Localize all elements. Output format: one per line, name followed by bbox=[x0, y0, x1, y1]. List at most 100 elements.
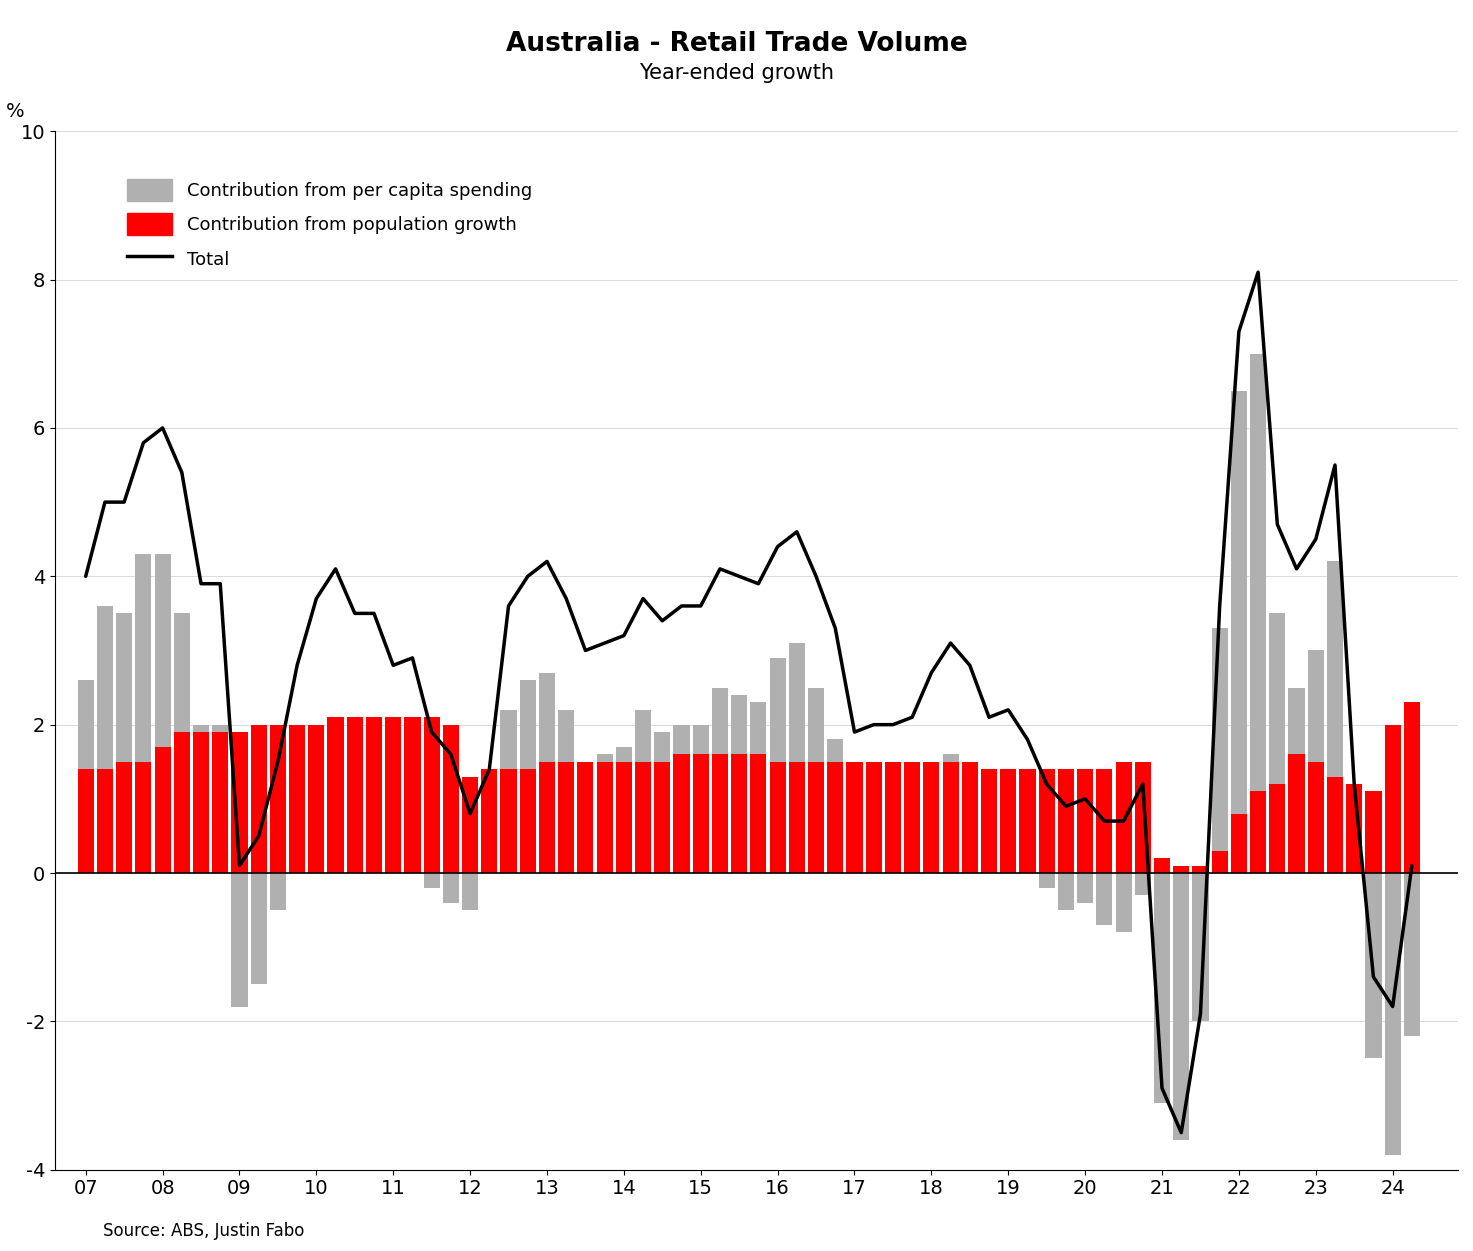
Bar bbox=[788, 643, 804, 873]
Bar bbox=[1077, 769, 1093, 873]
Text: Australia - Retail Trade Volume: Australia - Retail Trade Volume bbox=[505, 31, 968, 56]
Bar bbox=[384, 717, 401, 873]
Bar bbox=[443, 724, 460, 873]
Bar bbox=[1038, 769, 1055, 873]
Bar bbox=[1115, 873, 1131, 932]
Bar bbox=[847, 762, 863, 873]
Bar bbox=[1346, 784, 1363, 873]
Bar bbox=[1327, 562, 1343, 873]
Bar bbox=[692, 724, 709, 873]
Bar bbox=[78, 769, 94, 873]
Bar bbox=[731, 754, 747, 873]
Bar bbox=[981, 769, 997, 873]
Bar bbox=[539, 673, 555, 873]
Bar bbox=[1270, 613, 1286, 873]
Bar bbox=[809, 688, 823, 873]
Bar bbox=[405, 717, 420, 873]
Bar bbox=[1385, 873, 1401, 1155]
Bar bbox=[962, 762, 978, 873]
Bar bbox=[943, 754, 959, 873]
Bar bbox=[558, 762, 574, 873]
Bar bbox=[711, 754, 728, 873]
Bar bbox=[1289, 754, 1305, 873]
Bar bbox=[501, 769, 517, 873]
Bar bbox=[962, 777, 978, 873]
Bar bbox=[1365, 792, 1382, 873]
Bar bbox=[97, 605, 113, 873]
Bar bbox=[463, 873, 479, 911]
Bar bbox=[1000, 813, 1016, 873]
Bar bbox=[1308, 651, 1324, 873]
Bar bbox=[1058, 769, 1074, 873]
Bar bbox=[1404, 873, 1420, 1036]
Bar bbox=[1134, 762, 1150, 873]
Bar bbox=[174, 613, 190, 873]
Bar bbox=[1173, 873, 1189, 1140]
Bar bbox=[1077, 873, 1093, 903]
Bar bbox=[711, 688, 728, 873]
Bar bbox=[885, 762, 901, 873]
Text: %: % bbox=[6, 101, 25, 121]
Bar bbox=[1153, 873, 1170, 1103]
Bar bbox=[116, 762, 133, 873]
Bar bbox=[654, 732, 670, 873]
Bar bbox=[769, 658, 785, 873]
Bar bbox=[635, 762, 651, 873]
Bar bbox=[1096, 873, 1112, 924]
Bar bbox=[327, 724, 343, 873]
Bar bbox=[346, 717, 362, 873]
Bar bbox=[1212, 628, 1228, 873]
Bar bbox=[1058, 873, 1074, 911]
Bar bbox=[577, 762, 594, 873]
Bar bbox=[1173, 866, 1189, 873]
Bar bbox=[654, 762, 670, 873]
Bar bbox=[384, 821, 401, 873]
Bar bbox=[346, 769, 362, 873]
Bar bbox=[1019, 843, 1036, 873]
Bar bbox=[904, 828, 921, 873]
Bar bbox=[155, 747, 171, 873]
Bar bbox=[1000, 769, 1016, 873]
Legend: Contribution from per capita spending, Contribution from population growth, Tota: Contribution from per capita spending, C… bbox=[121, 171, 539, 278]
Bar bbox=[597, 762, 613, 873]
Bar bbox=[1251, 792, 1267, 873]
Bar bbox=[97, 769, 113, 873]
Bar bbox=[1308, 762, 1324, 873]
Bar bbox=[1134, 873, 1150, 896]
Bar bbox=[1038, 873, 1055, 888]
Bar bbox=[365, 717, 382, 873]
Bar bbox=[424, 717, 440, 873]
Bar bbox=[673, 724, 689, 873]
Bar bbox=[155, 554, 171, 873]
Bar bbox=[212, 724, 228, 873]
Bar bbox=[270, 724, 286, 873]
Bar bbox=[616, 747, 632, 873]
Text: Source: ABS, Justin Fabo: Source: ABS, Justin Fabo bbox=[103, 1222, 305, 1240]
Bar bbox=[1115, 762, 1131, 873]
Bar bbox=[231, 732, 247, 873]
Bar bbox=[501, 709, 517, 873]
Bar bbox=[308, 724, 324, 873]
Bar bbox=[769, 762, 785, 873]
Bar bbox=[828, 739, 844, 873]
Bar bbox=[616, 762, 632, 873]
Bar bbox=[577, 762, 594, 873]
Bar bbox=[1192, 866, 1208, 873]
Bar bbox=[828, 762, 844, 873]
Bar bbox=[904, 762, 921, 873]
Bar bbox=[673, 754, 689, 873]
Bar bbox=[1019, 769, 1036, 873]
Bar bbox=[520, 769, 536, 873]
Bar bbox=[885, 836, 901, 873]
Bar bbox=[405, 813, 420, 873]
Bar bbox=[520, 681, 536, 873]
Bar bbox=[136, 762, 152, 873]
Bar bbox=[924, 784, 940, 873]
Bar bbox=[539, 762, 555, 873]
Bar bbox=[463, 777, 479, 873]
Bar bbox=[692, 754, 709, 873]
Bar bbox=[788, 762, 804, 873]
Bar bbox=[424, 873, 440, 888]
Bar bbox=[231, 873, 247, 1007]
Bar bbox=[174, 732, 190, 873]
